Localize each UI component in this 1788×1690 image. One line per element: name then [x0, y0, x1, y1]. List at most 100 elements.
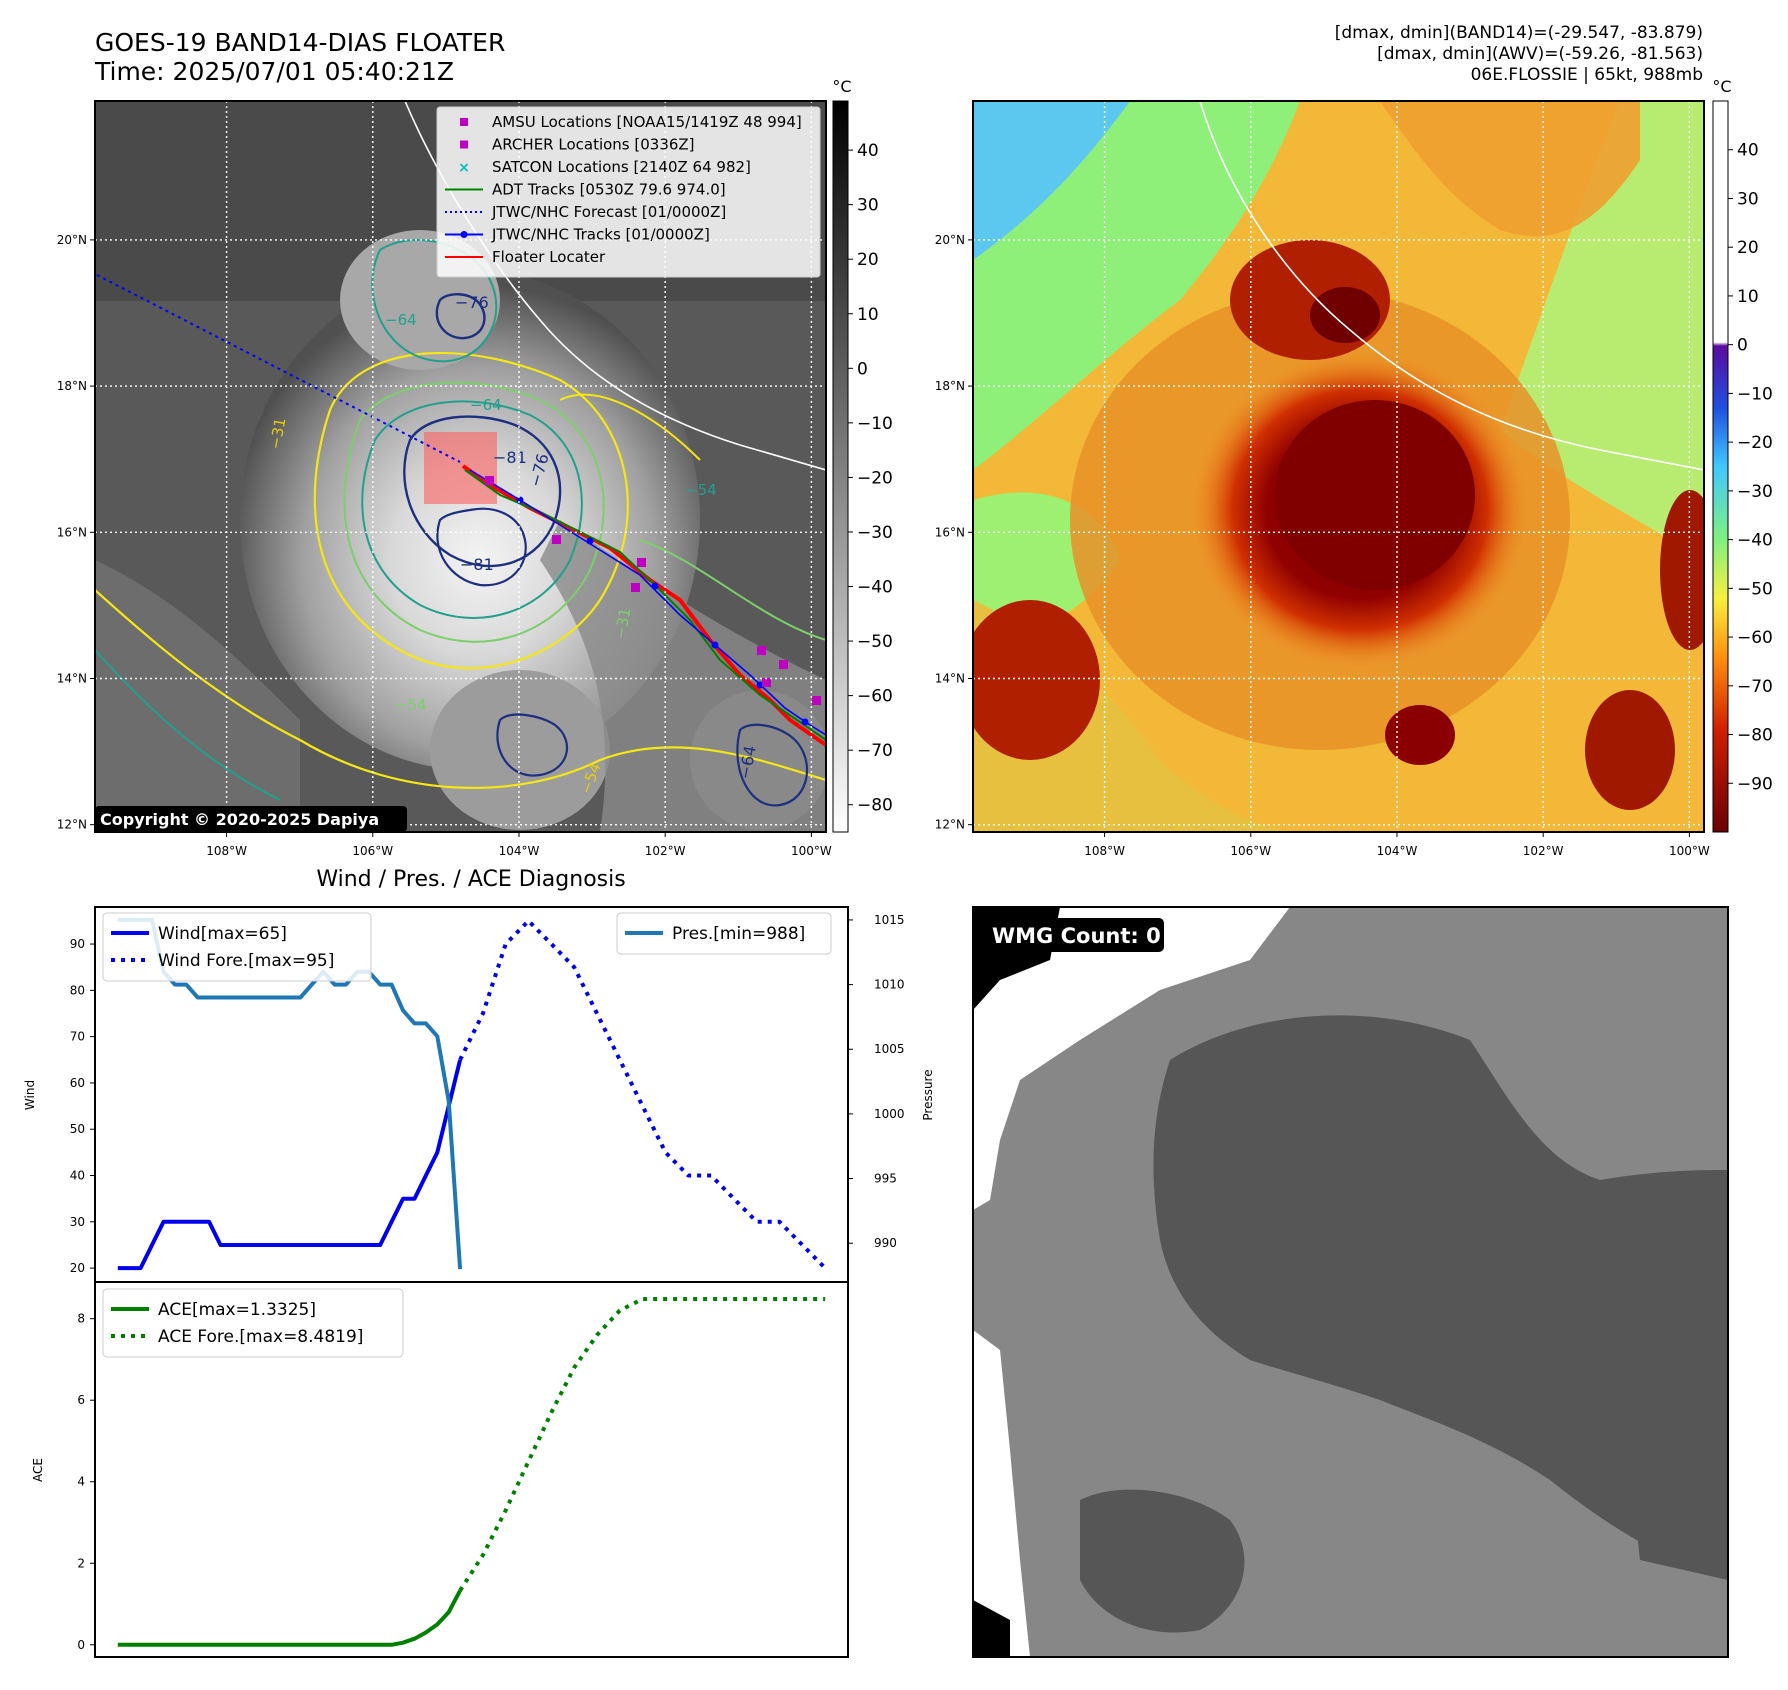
wv-colorbar-tick-label: 20: [1737, 238, 1759, 258]
contour-label: −54: [685, 481, 717, 499]
map-legend: AMSU Locations [NOAA15/1419Z 48 994] ARCH…: [436, 106, 821, 278]
wv-lat-label: 16°N: [935, 525, 965, 539]
ace-axis-tick-label: 2: [77, 1556, 85, 1570]
contour-label: −31: [266, 416, 289, 450]
legend-label: ARCHER Locations [0336Z]: [492, 136, 695, 154]
wv-lon-label: 102°W: [1523, 844, 1564, 858]
wind-axis-tick-label: 50: [70, 1122, 85, 1136]
wv-colorbar: °C 40 30 20 10 0 −10 −20 −30 −40 −50 −60 −70 −80 −90: [1712, 77, 1773, 833]
copyright-text: Copyright © 2020-2025 Dapiya: [100, 810, 379, 829]
ir-colorbar-tick-label: 0: [857, 359, 868, 379]
ir-lat-label: 14°N: [57, 671, 87, 685]
ir-colorbar-tick-label: −50: [857, 632, 893, 652]
diag-legend-label: Wind[max=65]: [158, 924, 287, 944]
info-awv: [dmax, dmin](AWV)=(-59.26, -81.563): [1377, 44, 1703, 64]
diag-legend-label: ACE[max=1.3325]: [158, 1300, 316, 1320]
ir-colorbar-tick-label: −20: [857, 468, 893, 488]
ir-colorbar-tick-label: −60: [857, 687, 893, 707]
wv-axis: 108°W 106°W 104°W 102°W 100°W 20°N 18°N 16°N 14°…: [935, 233, 1710, 858]
contour-label: −81: [460, 555, 494, 574]
wind-ylabel: Wind: [23, 1080, 37, 1110]
wv-colorbar-tick-label: 30: [1737, 189, 1759, 209]
legend-marker-x: ×: [458, 160, 470, 176]
wind-axis-tick-label: 90: [70, 937, 85, 951]
ir-colorbar-tick-label: −80: [857, 796, 893, 816]
wind-axis-tick-label: 60: [70, 1076, 85, 1090]
wv-lat-label: 14°N: [935, 671, 965, 685]
wind-line: [117, 1059, 463, 1271]
ace-axis-tick-label: 0: [77, 1638, 85, 1652]
diag-legend-label: Wind Fore.[max=95]: [158, 951, 334, 971]
copyright-box: [95, 806, 407, 832]
pressure-ylabel: Pressure: [921, 1069, 935, 1120]
legend-label: ADT Tracks [0530Z 79.6 974.0]: [492, 181, 726, 199]
wv-colorbar-unit: °C: [1712, 77, 1731, 96]
diag-title: Wind / Pres. / ACE Diagnosis: [316, 867, 625, 892]
wv-colorbar-tick-label: 10: [1737, 287, 1759, 307]
ir-lon-label: 108°W: [206, 844, 247, 858]
diag-legend-label: ACE Fore.[max=8.4819]: [158, 1327, 363, 1347]
info-band14: [dmax, dmin](BAND14)=(-29.547, -83.879): [1335, 23, 1703, 43]
pressure-axis-tick-label: 990: [874, 1236, 897, 1250]
ir-lat-label: 18°N: [57, 379, 87, 393]
ace-axis-tick-label: 8: [77, 1312, 85, 1326]
ir-colorbar-tick-label: −70: [857, 741, 893, 761]
wv-colorbar-tick-label: −30: [1737, 482, 1773, 502]
ir-colorbar-tick-label: −40: [857, 578, 893, 598]
legend-marker-dot: [460, 231, 468, 238]
wv-colorbar-tick-label: −80: [1737, 726, 1773, 746]
wv-lon-label: 106°W: [1230, 844, 1271, 858]
info-storm: 06E.FLOSSIE | 65kt, 988mb: [1471, 65, 1703, 85]
ace-forecast-line: [458, 1297, 826, 1592]
figure-title: GOES-19 BAND14-DIAS FLOATER: [95, 28, 505, 57]
ace-axis-tick-label: 4: [77, 1475, 85, 1489]
pressure-axis-tick-label: 1010: [874, 978, 905, 992]
wind-axis-tick-label: 70: [70, 1030, 85, 1044]
diag-legend-label: Pres.[min=988]: [672, 924, 805, 944]
diag-bottom-panel: 0 2 4 6 8 ACE ACE[max=1.3325] ACE Fore.[max=8…: [31, 1281, 849, 1658]
ace-line: [117, 1589, 462, 1647]
wind-axis-tick-label: 30: [70, 1215, 85, 1229]
ir-axis: 108°W 106°W 104°W 102°W 100°W 20°N 18°N 16°N 14°…: [57, 233, 832, 858]
wv-colorbar-tick-label: −60: [1737, 628, 1773, 648]
diag-legend-box: [616, 912, 832, 955]
wind-axis-tick-label: 20: [70, 1261, 85, 1275]
pressure-axis-tick-label: 1000: [874, 1107, 905, 1121]
wmg-panel: WMG Count: 0: [972, 906, 1729, 1658]
legend-marker-square: [460, 140, 468, 149]
wv-colorbar-tick-label: −10: [1737, 384, 1773, 404]
ace-ylabel: ACE: [31, 1458, 45, 1482]
contour-label: −31: [611, 606, 634, 640]
wv-colorbar-tick-label: −50: [1737, 579, 1773, 599]
wv-lon-label: 100°W: [1669, 844, 1710, 858]
ir-colorbar-tick-label: −30: [857, 523, 893, 543]
legend-label: SATCON Locations [2140Z 64 982]: [492, 158, 751, 176]
legend-label: Floater Locater: [492, 248, 606, 266]
contour-label: −54: [395, 696, 427, 714]
ir-colorbar-tick-label: 10: [857, 305, 879, 325]
pressure-line: [117, 917, 463, 1270]
ir-panel: −81 −76 −81 −76 −64 −64 −64 −54 −54 −31 …: [57, 77, 893, 858]
diag-legend-box: [102, 912, 372, 982]
contour-label: −76: [455, 293, 489, 312]
wv-lon-label: 104°W: [1377, 844, 1418, 858]
wmg-count-box: [982, 918, 1164, 952]
diag-top-panel: 20 30 40 50 60 70 80 90 990 995 1000 1005 1010 1015 W…: [23, 906, 935, 1283]
pressure-axis-tick-label: 1005: [874, 1042, 905, 1056]
wmg-count-label: WMG Count: 0: [992, 924, 1161, 948]
legend-label: JTWC/NHC Tracks [01/0000Z]: [491, 226, 710, 244]
wind-axis-tick-label: 80: [70, 983, 85, 997]
pressure-axis-tick-label: 1015: [874, 913, 905, 927]
wv-colorbar-tick-label: −90: [1737, 774, 1773, 794]
wv-panel: 108°W 106°W 104°W 102°W 100°W 20°N 18°N 16°N 14°…: [935, 77, 1773, 858]
ace-axis-tick-label: 6: [77, 1393, 85, 1407]
ir-colorbar-tick-label: −10: [857, 414, 893, 434]
wv-colorbar-tick-label: −40: [1737, 531, 1773, 551]
wv-lat-label: 12°N: [935, 818, 965, 832]
ir-lat-label: 20°N: [57, 233, 87, 247]
ir-colorbar: °C 40 30 20 10 0 −10 −20 −30 −40 −50 −60 −70 −80: [832, 77, 893, 833]
figure-time: Time: 2025/07/01 05:40:21Z: [94, 57, 454, 86]
contour-label: −81: [493, 448, 527, 467]
ir-lat-label: 16°N: [57, 525, 87, 539]
